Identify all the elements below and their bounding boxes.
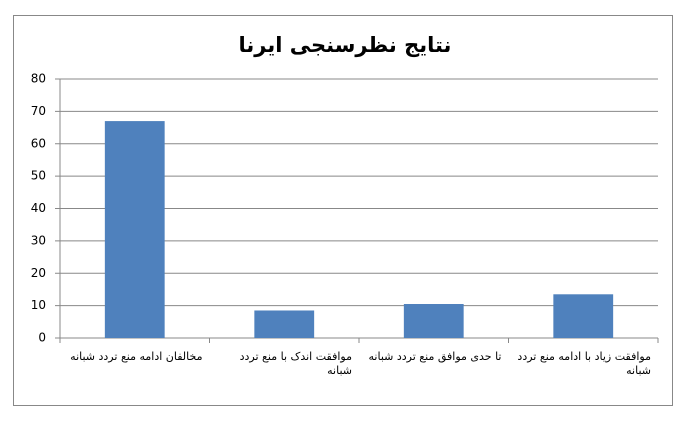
- bar: [254, 310, 315, 338]
- y-tick-label: 50: [31, 169, 46, 183]
- y-tick-label: 20: [31, 266, 46, 280]
- y-tick-label: 80: [31, 72, 46, 86]
- y-tick-label: 0: [38, 331, 46, 345]
- y-tick-label: 40: [31, 201, 46, 215]
- bar: [403, 304, 464, 338]
- bar: [553, 294, 614, 338]
- x-tick-label: موافقت زیاد با ادامه منع تردد شبانه: [517, 350, 651, 377]
- x-tick-label: تا حدی موافق منع تردد شبانه: [368, 350, 502, 363]
- y-tick-label: 70: [31, 104, 46, 118]
- y-tick-label: 10: [31, 298, 46, 312]
- y-tick-label: 30: [31, 233, 46, 247]
- bar: [104, 121, 165, 339]
- chart-title: نتایج نظرسنجی ایرنا: [239, 33, 452, 57]
- x-tick-label: مخالفان ادامه منع تردد شبانه: [70, 350, 203, 363]
- y-tick-label: 60: [31, 136, 46, 150]
- x-tick-label: موافقت اندک با منع تردد شبانه: [239, 350, 352, 377]
